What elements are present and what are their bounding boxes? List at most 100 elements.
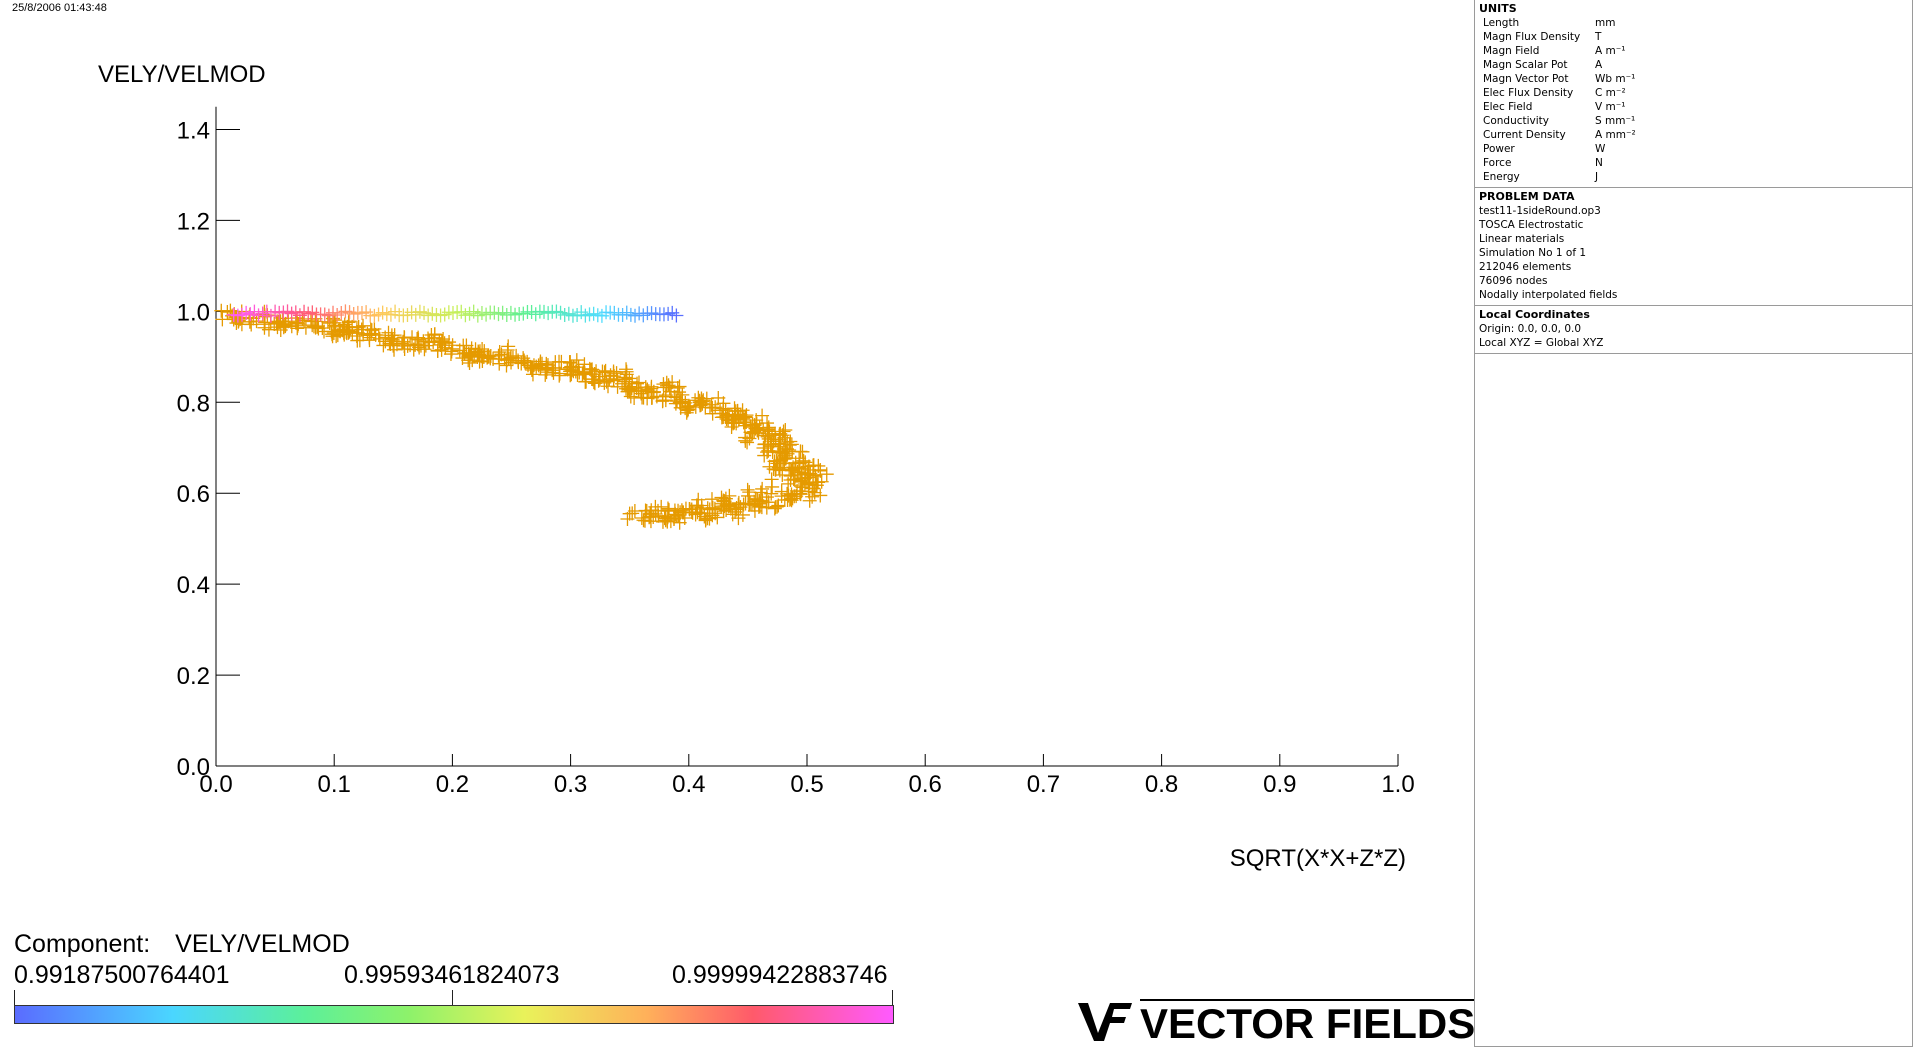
colorbar	[14, 1005, 894, 1024]
data-point	[680, 403, 695, 418]
local-coordinates-list: Origin: 0.0, 0.0, 0.0 Local XYZ = Global …	[1479, 322, 1908, 350]
data-point	[795, 480, 810, 495]
data-point	[480, 349, 495, 364]
unit-row: Energy J	[1479, 170, 1908, 184]
data-point	[481, 348, 496, 363]
unit-name: Magn Field	[1483, 45, 1540, 57]
unit-name: Conductivity	[1483, 115, 1549, 127]
data-point	[475, 341, 490, 356]
data-point	[755, 408, 770, 423]
data-point	[636, 513, 651, 528]
data-point	[790, 483, 805, 498]
data-point	[755, 481, 770, 496]
data-point	[531, 358, 546, 373]
data-point	[499, 358, 514, 373]
unit-row: Power W	[1479, 142, 1908, 156]
unit-name: Elec Flux Density	[1483, 87, 1574, 99]
colormapped-point	[334, 306, 349, 321]
colormapped-point	[479, 307, 494, 322]
x-tick-label: 0.4	[672, 771, 705, 798]
colormapped-point	[305, 305, 320, 320]
problem-data-list: test11-1sideRound.op3 TOSCA Electrostatic…	[1479, 204, 1908, 302]
data-point	[665, 375, 680, 390]
unit-row: Elec Flux Density C m⁻²	[1479, 86, 1908, 100]
data-point	[777, 452, 792, 467]
problem-data-line: Linear materials	[1479, 233, 1565, 245]
x-tick-label: 0.2	[436, 771, 469, 798]
colormapped-point	[458, 308, 473, 323]
data-point	[276, 320, 291, 335]
colormapped-point	[354, 306, 369, 321]
unit-row: Length mm	[1479, 16, 1908, 30]
y-axis-label: VELY/VELMOD	[98, 61, 266, 88]
data-point	[667, 511, 682, 526]
colormapped-point	[549, 304, 564, 319]
info-panel: UNITS Length mm Magn Flux Density T Magn Fie…	[1474, 0, 1913, 1047]
colormapped-point	[594, 308, 609, 323]
data-point	[730, 403, 745, 418]
colormapped-point	[408, 307, 423, 322]
data-point	[311, 319, 326, 333]
data-point	[767, 501, 782, 516]
data-point	[661, 378, 676, 393]
data-point	[755, 493, 770, 508]
data-point	[552, 354, 567, 369]
data-point	[792, 486, 807, 501]
unit-value: N	[1595, 157, 1603, 169]
data-point	[342, 324, 357, 339]
colorbar-right-tick	[892, 990, 893, 1005]
data-point	[341, 325, 356, 340]
problem-data-line: test11-1sideRound.op3	[1479, 205, 1601, 217]
brand-logo: VECTOR FIELDS	[1076, 995, 1476, 1047]
data-point	[785, 491, 800, 506]
colormapped-point	[644, 306, 659, 321]
data-point	[483, 351, 498, 366]
data-point	[747, 503, 762, 518]
data-point	[634, 511, 649, 526]
data-point	[782, 437, 797, 452]
colormapped-point	[508, 307, 523, 322]
colormapped-point	[297, 304, 312, 319]
colormapped-point	[623, 307, 638, 322]
colormapped-point	[462, 306, 477, 321]
unit-row: Magn Scalar Pot A	[1479, 58, 1908, 72]
data-point	[249, 314, 264, 329]
data-point	[639, 503, 654, 518]
unit-name: Elec Field	[1483, 101, 1533, 113]
colormapped-point	[607, 305, 622, 320]
y-tick-label: 0.8	[177, 390, 210, 417]
data-point	[719, 498, 734, 513]
data-point	[791, 467, 806, 482]
colormapped-point	[578, 308, 593, 323]
data-point	[749, 416, 764, 431]
data-point	[813, 488, 828, 503]
data-point	[700, 501, 715, 516]
local-coordinates-line: Origin: 0.0, 0.0, 0.0	[1479, 323, 1582, 335]
unit-value: mm	[1595, 17, 1616, 29]
data-point	[349, 320, 364, 335]
data-point	[257, 320, 272, 335]
data-point	[781, 476, 796, 491]
data-point	[501, 339, 516, 354]
data-point	[788, 455, 803, 470]
unit-value: V m⁻¹	[1595, 101, 1626, 113]
legend-component-label: Component:	[14, 930, 151, 958]
legend-max-value: 0.99999422883746	[672, 961, 888, 989]
data-point	[724, 415, 739, 430]
data-point	[511, 353, 526, 368]
data-point	[356, 318, 371, 333]
x-tick-label: 0.5	[790, 771, 823, 798]
data-point	[729, 502, 744, 517]
data-point	[738, 433, 753, 448]
data-point	[619, 364, 634, 379]
data-point	[658, 388, 673, 403]
data-point	[497, 352, 512, 367]
problem-data-line: TOSCA Electrostatic	[1479, 219, 1584, 231]
data-point	[743, 425, 758, 440]
colormapped-point	[665, 305, 680, 320]
data-point	[320, 314, 335, 329]
data-point	[738, 496, 753, 511]
brand-text: VECTOR FIELDS	[1140, 999, 1476, 1047]
colormapped-point	[661, 306, 676, 321]
problem-data-line: 76096 nodes	[1479, 275, 1548, 287]
